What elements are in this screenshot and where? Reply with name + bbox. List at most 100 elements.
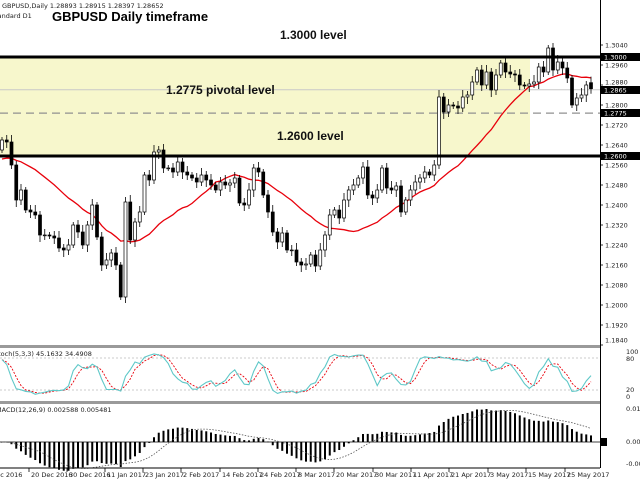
macd-histogram-bar: [357, 437, 360, 442]
macd-histogram-bar: [590, 435, 592, 442]
bearish-candle-body: [237, 177, 242, 204]
candle: [460, 90, 465, 112]
candle: [418, 174, 422, 189]
candle: [275, 228, 280, 249]
macd-histogram-bar: [314, 442, 317, 463]
date-tick-label: 3 May 2017: [490, 471, 528, 479]
bearish-candle-body: [370, 194, 375, 199]
level-label-1.2775: 1.2775 pivotal level: [166, 83, 275, 97]
bearish-candle-body: [508, 71, 513, 75]
bullish-candle-body: [327, 214, 332, 236]
candle: [375, 184, 380, 203]
macd-histogram-bar: [267, 441, 269, 443]
candle: [256, 162, 261, 177]
candle: [42, 229, 47, 240]
candle: [171, 163, 175, 178]
bearish-candle-body: [294, 249, 299, 263]
macd-histogram-bar: [328, 442, 331, 456]
bullish-candle-body: [19, 189, 23, 201]
price-tick-label: 1.2640: [605, 142, 628, 150]
candle: [498, 60, 503, 78]
main-price-panel[interactable]: GBPUSD,Daily 1.28893 1.28915 1.28397 1.2…: [0, 2, 600, 303]
bullish-candle-body: [123, 201, 128, 298]
bearish-candle-body: [270, 211, 275, 233]
bullish-candle-body: [403, 199, 408, 213]
bearish-candle-body: [161, 149, 166, 169]
bullish-candle-body: [356, 177, 361, 186]
candle: [475, 67, 479, 85]
bullish-candle-body: [361, 166, 365, 179]
candle: [532, 75, 536, 88]
stochastic-panel[interactable]: Stoch(5,3,3) 45.1632 34.4908 100 80 20 0: [0, 348, 638, 401]
candle: [66, 239, 71, 255]
candle: [52, 231, 57, 244]
bullish-candle-body: [584, 84, 589, 96]
candle: [247, 183, 251, 209]
bullish-candle-body: [156, 149, 161, 153]
macd-panel[interactable]: MACD(12,26,9) 0.002588 0.005481 0.013 0.…: [0, 405, 640, 471]
panel-separator[interactable]: [0, 401, 600, 404]
macd-histogram-bar: [157, 432, 160, 442]
macd-histogram-bar: [200, 430, 203, 442]
candle: [223, 175, 228, 189]
candle: [209, 174, 213, 190]
bullish-candle-body: [475, 69, 479, 83]
macd-histogram-bar: [457, 415, 459, 442]
macd-histogram-bar: [390, 432, 393, 442]
bearish-candle-body: [76, 224, 80, 233]
candle: [190, 172, 194, 181]
macd-histogram-bar: [561, 423, 564, 442]
price-tick-label: 1.2160: [605, 262, 628, 270]
macd-histogram-bar: [300, 442, 303, 461]
bearish-candle-body: [61, 247, 66, 251]
macd-histogram-bar: [537, 420, 540, 442]
macd-histogram-bar: [181, 427, 184, 442]
bullish-candle-body: [418, 177, 422, 183]
bearish-candle-body: [14, 164, 19, 201]
candle: [456, 101, 460, 114]
bullish-candle-body: [579, 94, 584, 99]
bullish-candle-body: [346, 189, 351, 201]
candle: [489, 68, 494, 97]
macd-histogram-bar: [442, 422, 445, 442]
price-tick-label: 1.2480: [605, 182, 628, 190]
macd-histogram-bar: [229, 435, 231, 442]
candle: [9, 135, 14, 169]
bearish-candle-body: [194, 177, 199, 183]
bullish-candle-body: [318, 249, 323, 267]
macd-histogram-bar: [119, 442, 122, 468]
bearish-candle-body: [517, 74, 522, 86]
bullish-candle-body: [446, 104, 451, 113]
macd-histogram-bar: [20, 442, 22, 452]
candle: [194, 173, 199, 188]
candle: [370, 191, 375, 205]
macd-histogram-bar: [143, 442, 146, 448]
date-tick-label: 30 Mar 2017: [375, 471, 416, 479]
macd-histogram-bar: [428, 433, 431, 442]
macd-histogram-bar: [480, 409, 483, 442]
candle: [33, 205, 38, 219]
panel-separator[interactable]: [0, 345, 600, 348]
macd-histogram-bar: [485, 409, 488, 442]
candlestick-series: [0, 43, 593, 303]
candle: [142, 172, 147, 215]
bullish-candle-body: [332, 209, 337, 216]
macd-histogram-bar: [205, 431, 208, 442]
macd-histogram-bar: [499, 410, 502, 442]
bearish-candle-body: [399, 185, 403, 213]
bearish-candle-body: [80, 231, 85, 246]
macd-histogram-bar: [257, 437, 260, 442]
price-tick-label: 1.2720: [605, 122, 628, 130]
price-tick-label: 1.1920: [605, 322, 628, 330]
macd-histogram-bar: [347, 442, 350, 444]
bullish-candle-body: [380, 167, 384, 191]
date-tick-label: 2 Feb 2017: [183, 471, 219, 479]
candle: [470, 76, 475, 100]
candle: [232, 172, 237, 188]
candle: [4, 135, 9, 148]
macd-histogram-bar: [395, 432, 398, 442]
macd-histogram-bar: [495, 410, 497, 442]
macd-histogram-bar: [15, 442, 18, 449]
bullish-candle-body: [408, 189, 413, 201]
